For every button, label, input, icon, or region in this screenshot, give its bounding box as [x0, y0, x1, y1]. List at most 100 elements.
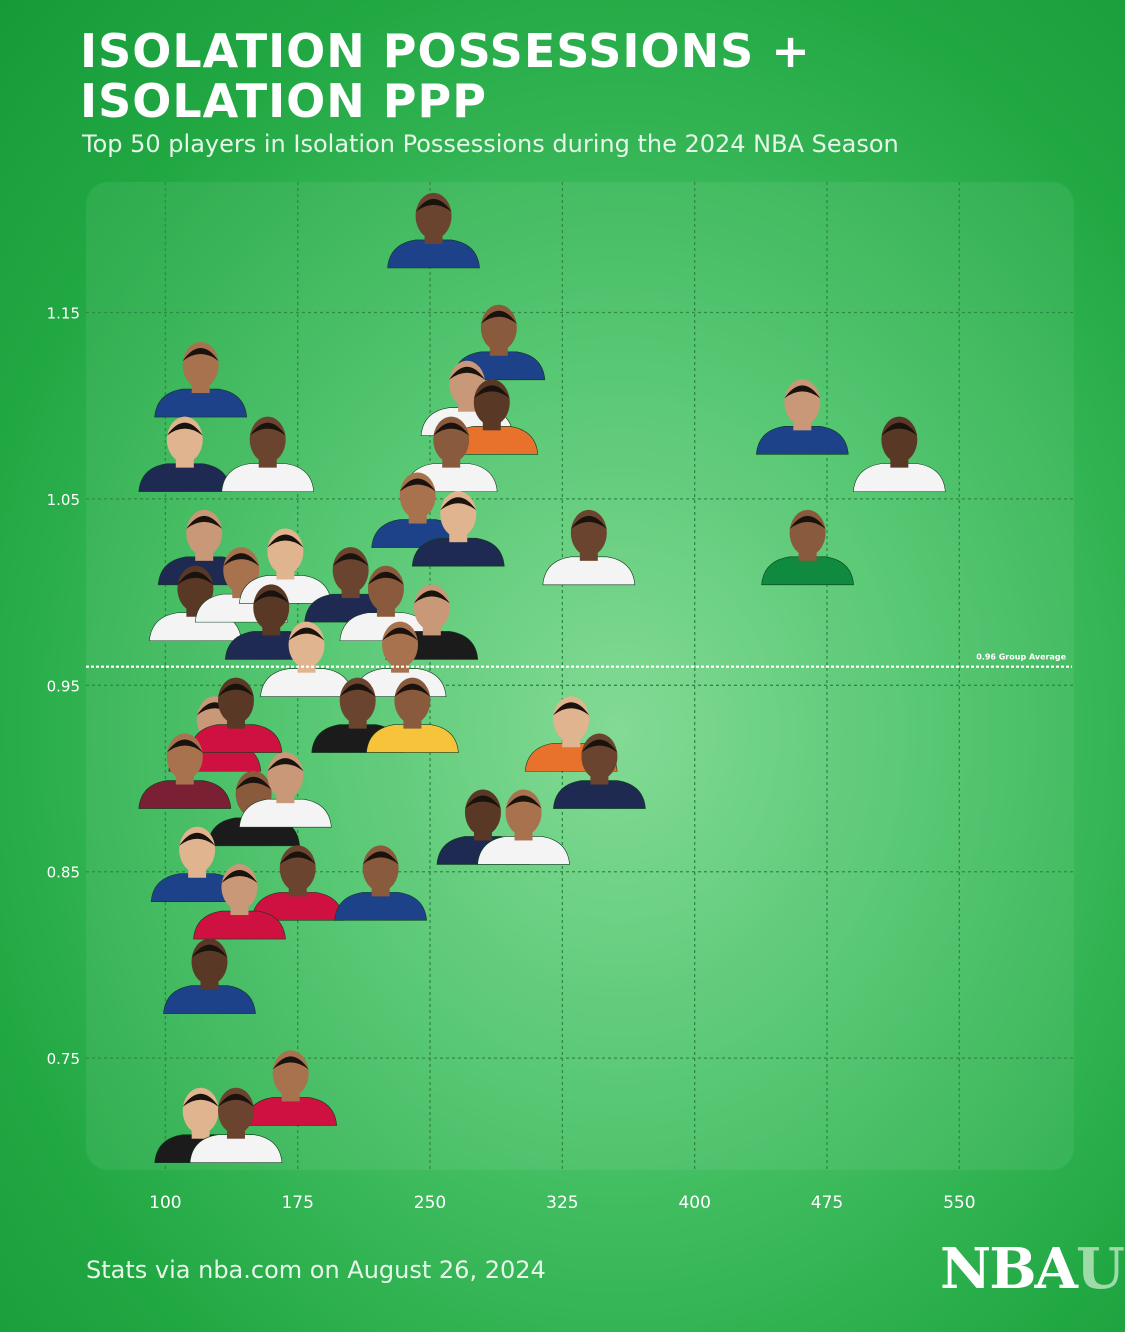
player-hair — [473, 385, 510, 399]
player-jersey — [138, 780, 232, 809]
player-hair — [217, 683, 254, 697]
player-point — [542, 509, 636, 586]
player-point — [260, 621, 353, 697]
player-point — [334, 845, 427, 921]
x-tick-label: 550 — [943, 1193, 975, 1213]
player-hair — [339, 683, 376, 697]
player-jersey — [334, 892, 427, 921]
player-hair — [221, 870, 258, 884]
player-hair — [480, 310, 517, 324]
player-jersey — [761, 556, 854, 586]
chart-subtitle: Top 50 players in Isolation Possessions … — [82, 130, 899, 158]
player-hair — [367, 571, 404, 585]
player-point — [138, 416, 232, 492]
player-hair — [394, 683, 431, 697]
player-point — [154, 342, 248, 418]
y-tick-label: 0.75 — [47, 1050, 80, 1068]
player-point — [251, 845, 345, 921]
group-average-label: 0.96 Group Average — [976, 653, 1066, 662]
player-point — [311, 677, 405, 753]
x-tick-label: 250 — [414, 1193, 446, 1213]
player-jersey — [239, 798, 332, 828]
chart-title-line-1: ISOLATION POSSESSIONS + — [80, 24, 811, 78]
player-hair — [362, 851, 399, 865]
player-hair — [182, 348, 219, 362]
player-hair — [177, 571, 214, 585]
player-hair — [249, 422, 286, 436]
y-tick-label: 0.85 — [47, 864, 80, 882]
player-jersey — [260, 668, 353, 697]
player-hair — [182, 1093, 219, 1107]
player-hair — [235, 776, 272, 790]
logo-u-text: U — [1075, 1236, 1125, 1302]
player-jersey — [163, 985, 256, 1014]
player-point — [244, 1050, 337, 1126]
y-tick-label: 1.05 — [47, 491, 80, 509]
player-jersey — [755, 426, 849, 455]
x-tick-label: 475 — [811, 1193, 843, 1213]
player-point — [193, 864, 286, 940]
player-hair — [288, 627, 325, 641]
player-point — [477, 789, 570, 865]
player-hair — [267, 534, 304, 548]
y-tick-label: 0.95 — [47, 677, 80, 695]
player-hair — [179, 832, 216, 846]
player-point — [366, 677, 459, 753]
player-hair — [433, 422, 470, 436]
chart-title-line-2: ISOLATION PPP — [80, 74, 487, 128]
player-jersey — [193, 910, 286, 940]
x-tick-label: 175 — [281, 1193, 313, 1213]
player-hair — [382, 627, 419, 641]
player-jersey — [221, 463, 315, 492]
player-jersey — [138, 463, 232, 492]
player-hair — [413, 590, 450, 604]
nbau-logo: NBAU — [940, 1236, 1125, 1302]
player-hair — [505, 795, 542, 809]
player-hair — [166, 739, 203, 753]
player-hair — [581, 739, 618, 753]
player-point — [853, 416, 946, 492]
player-hair — [253, 590, 290, 604]
player-hair — [449, 366, 486, 380]
player-point — [221, 416, 315, 492]
player-hair — [279, 851, 316, 865]
x-tick-label: 400 — [678, 1193, 710, 1213]
player-hair — [570, 515, 607, 529]
player-jersey — [553, 780, 646, 809]
player-hair — [332, 553, 369, 567]
player-hair — [553, 702, 590, 716]
player-hair — [784, 385, 821, 399]
player-jersey — [387, 239, 480, 269]
player-point — [761, 509, 854, 586]
player-hair — [191, 944, 228, 958]
player-hair — [415, 198, 452, 212]
player-point — [163, 938, 256, 1014]
player-hair — [440, 497, 477, 511]
player-jersey — [154, 388, 248, 418]
player-point — [445, 379, 539, 455]
player-jersey — [366, 724, 459, 753]
player-hair — [217, 1093, 254, 1107]
player-point — [138, 733, 232, 809]
player-point — [189, 1087, 283, 1164]
player-jersey — [477, 836, 570, 865]
player-hair — [267, 758, 304, 772]
player-point — [755, 379, 849, 455]
player-point — [150, 826, 244, 903]
x-tick-label: 325 — [546, 1193, 578, 1213]
player-hair — [399, 478, 436, 492]
player-hair — [464, 795, 501, 809]
player-jersey — [853, 463, 946, 492]
y-tick-label: 1.15 — [47, 304, 80, 322]
player-jersey — [189, 1134, 283, 1164]
chart-title: ISOLATION POSSESSIONS + ISOLATION PPP — [80, 26, 811, 126]
player-point — [189, 677, 283, 753]
player-jersey — [542, 556, 636, 586]
logo-nba-text: NBA — [940, 1236, 1078, 1302]
player-point — [553, 733, 646, 809]
player-hair — [186, 515, 223, 529]
player-point — [387, 192, 480, 269]
player-point — [239, 752, 332, 828]
x-tick-label: 100 — [149, 1193, 181, 1213]
